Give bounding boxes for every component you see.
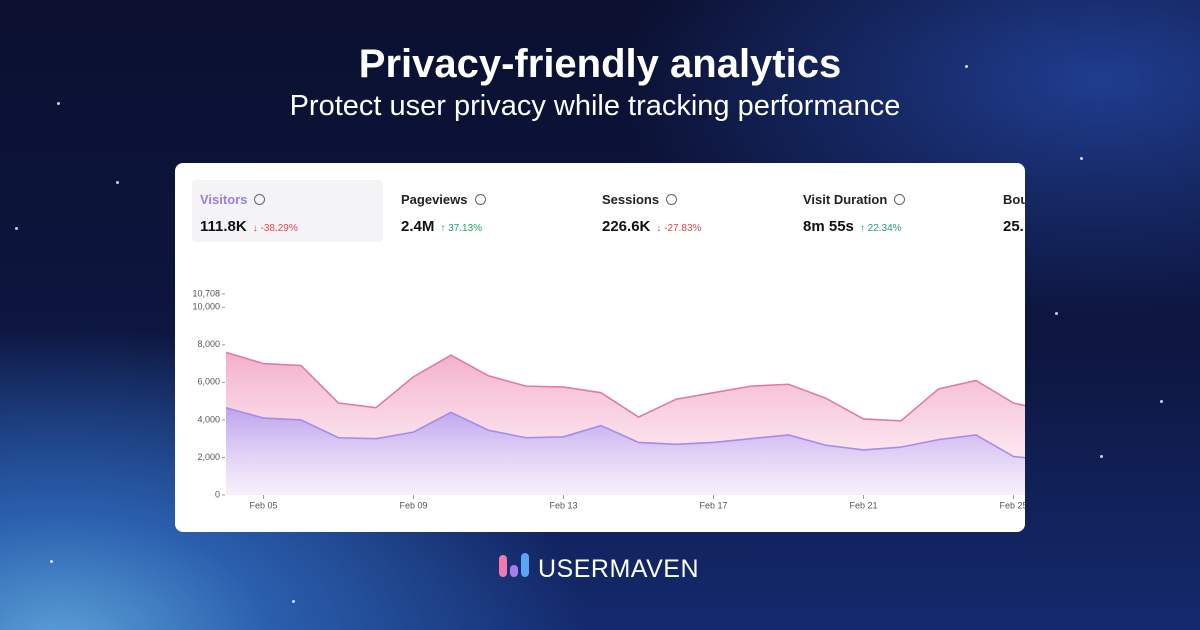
metric-change: ↓ -38.29% [252, 223, 298, 234]
star [1055, 312, 1058, 315]
metric-value-row: 226.6K ↓ -27.83% [602, 218, 701, 235]
metric-value-row: 8m 55s ↑ 22.34% [803, 218, 902, 235]
brand-name: USERMAVEN [538, 555, 700, 583]
metric-tab[interactable]: Sessions 226.6K ↓ -27.83% [594, 180, 785, 242]
star [1160, 400, 1163, 403]
star [1100, 455, 1103, 458]
y-tick-label: 10,000 [192, 302, 220, 312]
metric-label: Visit Duration [803, 192, 888, 207]
metric-label-row: Visitors [200, 192, 266, 207]
metric-tab[interactable]: Visit Duration 8m 55s ↑ 22.34% [795, 180, 986, 242]
metric-value-row: 2.4M ↑ 37.13% [401, 218, 482, 235]
metric-label-row: Sessions [602, 192, 678, 207]
info-icon[interactable] [666, 194, 678, 205]
metric-label: Bou [1003, 192, 1025, 207]
chart: 0 2,000 4,000 6,000 8,000 10,000 10,708 Feb 05 F… [192, 288, 1025, 510]
metric-value: 111.8K [200, 218, 247, 235]
y-tick-label: 8,000 [197, 339, 220, 349]
title: Privacy-friendly analytics [358, 42, 842, 86]
subtitle: Protect user privacy while tracking perf… [289, 90, 901, 122]
star [57, 102, 60, 105]
metric-label-row: Visit Duration [803, 192, 906, 207]
x-tick-label: Feb 09 [399, 500, 427, 510]
change-text: 37.13% [448, 223, 483, 234]
brand-logo [499, 553, 529, 577]
x-tick-label: Feb 05 [249, 500, 277, 510]
metric-tab[interactable]: Visitors 111.8K ↓ -38.29% [192, 180, 383, 242]
x-tick-label: Feb 13 [549, 500, 577, 510]
metric-label: Sessions [602, 192, 660, 207]
x-tick-label: Feb 17 [699, 500, 727, 510]
metric-label: Pageviews [401, 192, 468, 207]
y-tick-label: 2,000 [197, 452, 220, 462]
analytics-card: Visitors 111.8K ↓ -38.29% Pageviews 2.4M ↑… [175, 163, 1025, 532]
metric-change: ↑ 22.34% [859, 223, 902, 234]
line [225, 406, 1025, 459]
metric-label: Visitors [200, 192, 248, 207]
metric-change: ↑ 37.13% [440, 223, 483, 234]
metric-label-row: Pageviews [401, 192, 486, 207]
metric-value: 8m 55s [803, 218, 854, 235]
star [116, 181, 119, 184]
metric-value: 226.6K [602, 218, 651, 235]
x-tick-label: Feb 21 [849, 500, 877, 510]
line [225, 351, 1025, 422]
y-tick-label: 4,000 [197, 414, 220, 424]
area-fill [226, 407, 1025, 495]
change-text: 22.34% [867, 223, 902, 234]
y-tick-label: 10,708 [192, 288, 220, 298]
metric-value: 2.4M [401, 218, 435, 235]
metric-tab[interactable]: Bou 25. [995, 180, 1025, 242]
star [1080, 157, 1083, 160]
change-text: -27.83% [664, 223, 702, 234]
star [15, 227, 18, 230]
info-icon[interactable] [254, 194, 266, 205]
star [50, 560, 53, 563]
metric-value: 25. [1003, 218, 1024, 235]
star [292, 600, 295, 603]
change-text: -38.29% [260, 223, 298, 234]
info-icon[interactable] [474, 194, 486, 205]
y-tick-label: 0 [215, 489, 220, 499]
y-tick-label: 6,000 [197, 377, 220, 387]
star [965, 65, 968, 68]
metric-value-row: 111.8K ↓ -38.29% [200, 218, 298, 235]
metric-change: ↓ -27.83% [656, 223, 702, 234]
info-icon[interactable] [894, 194, 906, 205]
x-tick-label: Feb 25 [999, 500, 1025, 510]
metric-tab[interactable]: Pageviews 2.4M ↑ 37.13% [393, 180, 584, 242]
